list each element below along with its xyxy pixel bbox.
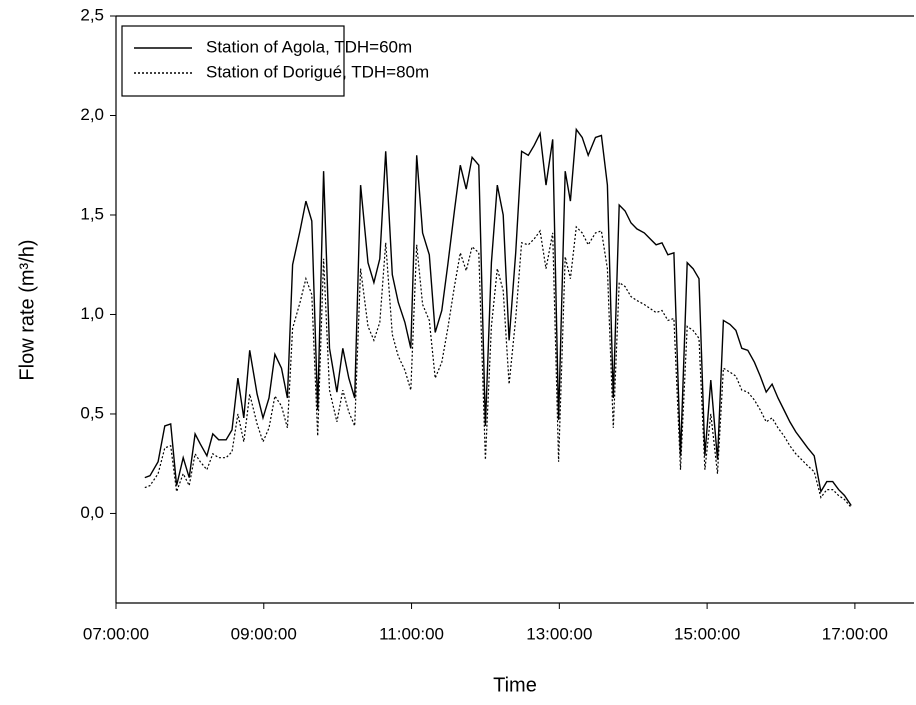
x-axis-label: Time xyxy=(493,674,537,696)
y-tick-label: 1,0 xyxy=(80,304,104,323)
data-line xyxy=(144,127,852,506)
x-tick-label: 09:00:00 xyxy=(231,624,297,643)
y-tick-label: 0,0 xyxy=(80,503,104,522)
x-tick-label: 07:00:00 xyxy=(83,624,149,643)
legend-label: Station of Dorigué, TDH=80m xyxy=(206,62,429,81)
y-axis-label: Flow rate (m³/h) xyxy=(16,239,38,380)
y-tick-label: 1,5 xyxy=(80,204,104,223)
y-tick-label: 2,0 xyxy=(80,105,104,124)
x-tick-label: 15:00:00 xyxy=(674,624,740,643)
y-tick-label: 0,5 xyxy=(80,403,104,422)
x-tick-label: 17:00:00 xyxy=(822,624,888,643)
x-tick-label: 13:00:00 xyxy=(526,624,592,643)
y-tick-label: 2,5 xyxy=(80,5,104,24)
x-tick-label: 11:00:00 xyxy=(379,624,444,643)
legend-box xyxy=(121,25,345,97)
legend-label: Station of Agola, TDH=60m xyxy=(206,37,412,56)
data-line xyxy=(144,225,852,508)
